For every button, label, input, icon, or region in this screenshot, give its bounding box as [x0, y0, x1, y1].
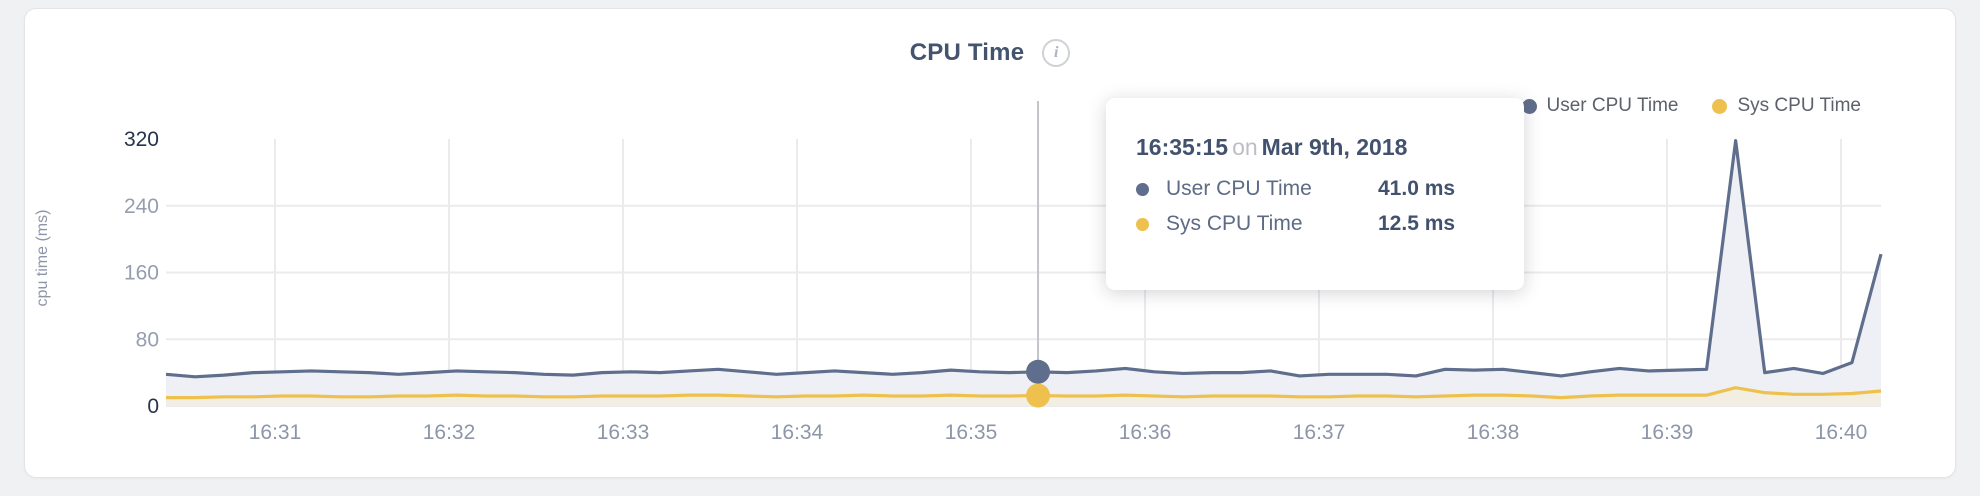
chart-legend: User CPU Time Sys CPU Time — [1521, 95, 1861, 117]
tooltip-conjunction: on — [1232, 134, 1258, 160]
x-tick-label: 16:37 — [1293, 421, 1346, 444]
y-tick-label: 240 — [124, 195, 159, 218]
tooltip-value-sys: 12.5 ms — [1378, 212, 1456, 235]
tooltip-dot-sys-icon — [1136, 217, 1149, 231]
x-tick-label: 16:32 — [423, 421, 476, 444]
tooltip-label-sys: Sys CPU Time — [1166, 212, 1303, 235]
chart-tooltip: 16:35:15 on Mar 9th, 2018 User CPU Time 41… — [1106, 98, 1524, 290]
tooltip-label-user: User CPU Time — [1166, 177, 1312, 200]
x-tick-label: 16:36 — [1119, 421, 1172, 444]
legend-item-user-cpu-time[interactable]: User CPU Time — [1521, 95, 1679, 117]
legend-label-sys: Sys CPU Time — [1737, 95, 1861, 116]
tooltip-time: 16:35:15 — [1136, 134, 1229, 160]
tooltip-row-sys: Sys CPU Time 12.5 ms — [1136, 212, 1496, 236]
tooltip-row-user: User CPU Time 41.0 ms — [1136, 177, 1496, 201]
x-tick-label: 16:35 — [945, 421, 998, 444]
area-user-cpu-time — [166, 140, 1881, 406]
tooltip-title: 16:35:15 on Mar 9th, 2018 — [1136, 134, 1496, 161]
chart-header: CPU Time i — [25, 39, 1955, 67]
highlight-dot-user-cpu-time[interactable] — [1026, 359, 1051, 384]
legend-dot-user-icon — [1521, 98, 1537, 114]
tooltip-dot-user-icon — [1136, 182, 1149, 196]
line-user-cpu-time — [165, 139, 1883, 379]
highlight-dot-sys-cpu-time[interactable] — [1026, 383, 1051, 408]
y-tick-label: 320 — [124, 128, 159, 151]
x-tick-label: 16:38 — [1467, 421, 1520, 444]
legend-label-user: User CPU Time — [1546, 95, 1679, 116]
x-tick-label: 16:34 — [771, 421, 824, 444]
y-tick-label: 80 — [136, 328, 159, 351]
legend-dot-sys-icon — [1712, 98, 1728, 114]
chart-title: CPU Time — [909, 39, 1025, 66]
x-tick-label: 16:33 — [597, 421, 650, 444]
x-tick-label: 16:40 — [1815, 421, 1868, 444]
legend-item-sys-cpu-time[interactable]: Sys CPU Time — [1712, 95, 1861, 117]
y-tick-label: 0 — [147, 395, 159, 418]
cpu-time-panel: CPU Time i User CPU Time Sys CPU Time cp… — [24, 8, 1956, 478]
y-tick-label: 160 — [124, 262, 159, 285]
info-icon[interactable]: i — [1042, 39, 1071, 67]
line-sys-cpu-time — [166, 386, 1882, 400]
tooltip-date: Mar 9th, 2018 — [1261, 134, 1408, 160]
tooltip-value-user: 41.0 ms — [1378, 177, 1456, 200]
cpu-time-chart[interactable]: 0 80 160 240 320 16:31 16:32 16:33 16:34 16:35 16:… — [25, 9, 1957, 479]
x-tick-label: 16:39 — [1641, 421, 1694, 444]
x-tick-label: 16:31 — [249, 421, 302, 444]
